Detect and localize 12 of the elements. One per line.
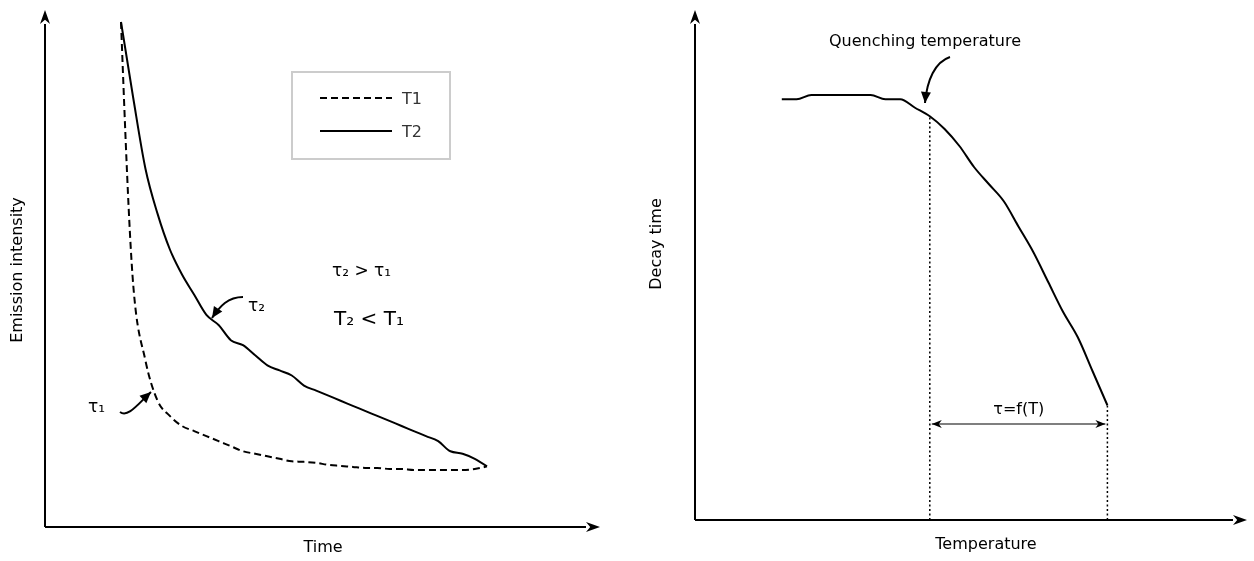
y-axis-title: Decay time (646, 198, 665, 290)
x-axis-title: Temperature (934, 534, 1037, 553)
x-axis-title: Time (302, 537, 343, 556)
annotation: τ₁ (88, 396, 106, 416)
text: Quenching temperature (828, 31, 1022, 50)
annotation: τ=f(T) (993, 399, 1045, 418)
legend-label: T1 (401, 89, 422, 108)
annotation: τ₂ (248, 295, 266, 315)
annotation: T₂ < T₁ (333, 306, 404, 330)
annotation: τ₂ > τ₁ (332, 260, 392, 280)
y-axis-title: Emission intensity (7, 197, 26, 343)
legend-label: T2 (401, 122, 422, 141)
